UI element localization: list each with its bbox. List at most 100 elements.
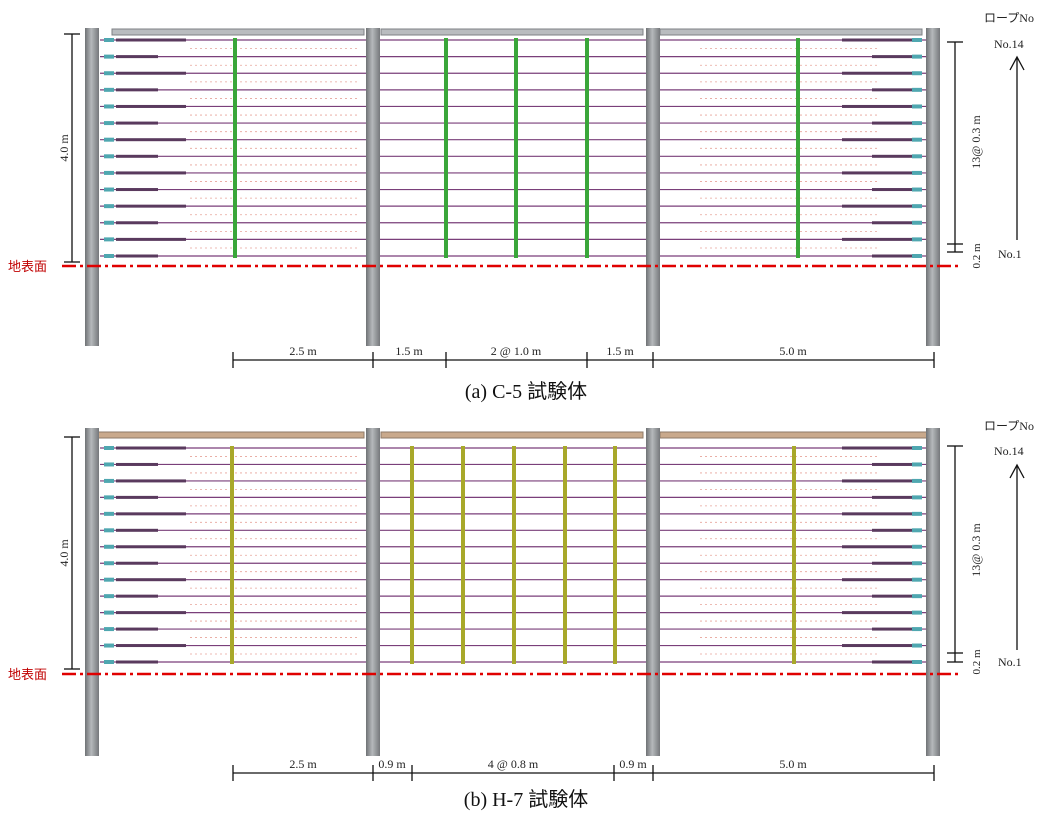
rope-clamp — [104, 204, 114, 209]
rope-sleeve — [116, 611, 186, 615]
rope-clamp — [104, 137, 114, 142]
span-dimensions: 2.5 m 0.9 m 4 @ 0.8 m 0.9 m 5.0 m — [232, 757, 935, 781]
rope-sleeve — [116, 660, 158, 664]
height-dimension: 4.0 m — [57, 33, 80, 263]
post — [646, 428, 660, 756]
rope-sleeve — [116, 479, 186, 483]
span-label: 2 @ 1.0 m — [491, 344, 542, 358]
rope-sleeve — [842, 644, 912, 648]
rope-sleeve — [116, 38, 186, 42]
rope-sleeve — [842, 204, 912, 208]
stanchions — [230, 446, 796, 664]
rope-clamp — [912, 561, 922, 566]
figure-caption: (b) H-7 試験体 — [464, 788, 588, 811]
rope-clamp — [104, 154, 114, 159]
rope-clamp — [912, 254, 922, 258]
rope-number-indicator: ロープNo No.14 No.1 — [984, 419, 1034, 669]
rope-clamp — [104, 643, 114, 648]
span-dimensions: 2.5 m 1.5 m 2 @ 1.0 m 1.5 m 5.0 m — [232, 344, 935, 368]
span-label: 0.9 m — [378, 757, 406, 771]
rope-sleeve — [872, 55, 912, 59]
rope-sleeve — [116, 528, 158, 532]
rope-clamp — [912, 462, 922, 467]
post — [926, 28, 940, 346]
rope-clamp — [912, 87, 922, 92]
span-label: 4 @ 0.8 m — [488, 757, 539, 771]
rope-sleeve — [872, 660, 912, 664]
rope-sleeve — [872, 627, 912, 631]
rope-clamp — [912, 187, 922, 192]
rope-sleeve — [116, 104, 186, 108]
post — [85, 428, 99, 756]
rope-sleeve — [842, 171, 912, 175]
rope-clamp — [912, 237, 922, 242]
span-label: 2.5 m — [289, 344, 317, 358]
stanchion — [796, 38, 800, 258]
bottom-spacing-label: 0.2 m — [971, 243, 983, 269]
span-label: 0.9 m — [619, 757, 647, 771]
top-beam — [95, 431, 365, 439]
rope-clamp — [912, 528, 922, 533]
rope-clamp — [104, 71, 114, 76]
rope-bottom-label: No.1 — [998, 247, 1022, 261]
rope-header: ロープNo — [984, 419, 1034, 433]
ropes — [100, 39, 926, 257]
rope-sleeve — [842, 545, 912, 549]
rope-sleeve — [116, 188, 158, 192]
rope-sleeve — [842, 578, 912, 582]
rope-sleeve — [116, 138, 186, 142]
rope-sleeve — [872, 154, 912, 158]
rope-clamp — [104, 511, 114, 516]
rope-sleeve — [842, 38, 912, 42]
rope-top-label: No.14 — [994, 444, 1024, 458]
rope-clamp — [104, 495, 114, 500]
rope-sleeve — [116, 578, 186, 582]
rope-header: ロープNo — [984, 11, 1034, 25]
stanchions — [233, 38, 800, 258]
rope-sleeve — [116, 121, 158, 125]
rope-clamp — [912, 137, 922, 142]
rope-clamp — [104, 87, 114, 92]
rope-clamp — [104, 104, 114, 109]
rope-bottom-label: No.1 — [998, 655, 1022, 669]
rope-sleeve — [116, 446, 186, 450]
stanchion — [585, 38, 589, 258]
rope-clamp — [912, 446, 922, 450]
rope-sleeve — [116, 594, 158, 598]
stanchion — [444, 38, 448, 258]
post — [366, 428, 380, 756]
rope-clamp — [912, 610, 922, 615]
rope-sleeve — [116, 154, 158, 158]
rope-sleeve — [842, 611, 912, 615]
rope-sleeve — [842, 446, 912, 450]
rope-sleeve — [116, 71, 186, 75]
rope-clamp — [912, 627, 922, 632]
rope-sleeve — [872, 561, 912, 565]
rope-sleeve — [116, 204, 186, 208]
rope-clamp — [104, 594, 114, 599]
rope-sleeve — [872, 495, 912, 499]
rope-clamp — [912, 104, 922, 109]
rope-clamp — [104, 220, 114, 225]
rope-clamp — [912, 71, 922, 76]
rope-clamp — [912, 495, 922, 500]
rope-clamp — [104, 254, 114, 258]
rope-clamp — [104, 610, 114, 615]
post — [646, 28, 660, 346]
rope-clamp — [104, 38, 114, 42]
rope-sleeve — [842, 512, 912, 516]
rope-clamp — [104, 561, 114, 566]
rope-clamp — [912, 544, 922, 549]
rope-sleeve — [842, 237, 912, 241]
stanchion — [792, 446, 796, 664]
rope-clamp — [104, 627, 114, 632]
rope-fittings — [104, 38, 922, 258]
stanchion — [461, 446, 465, 664]
rope-sleeve — [116, 237, 186, 241]
rope-sleeve — [116, 88, 158, 92]
top-beam — [380, 431, 644, 439]
span-label: 5.0 m — [779, 344, 807, 358]
rope-clamp — [104, 170, 114, 175]
rope-clamp — [104, 528, 114, 533]
